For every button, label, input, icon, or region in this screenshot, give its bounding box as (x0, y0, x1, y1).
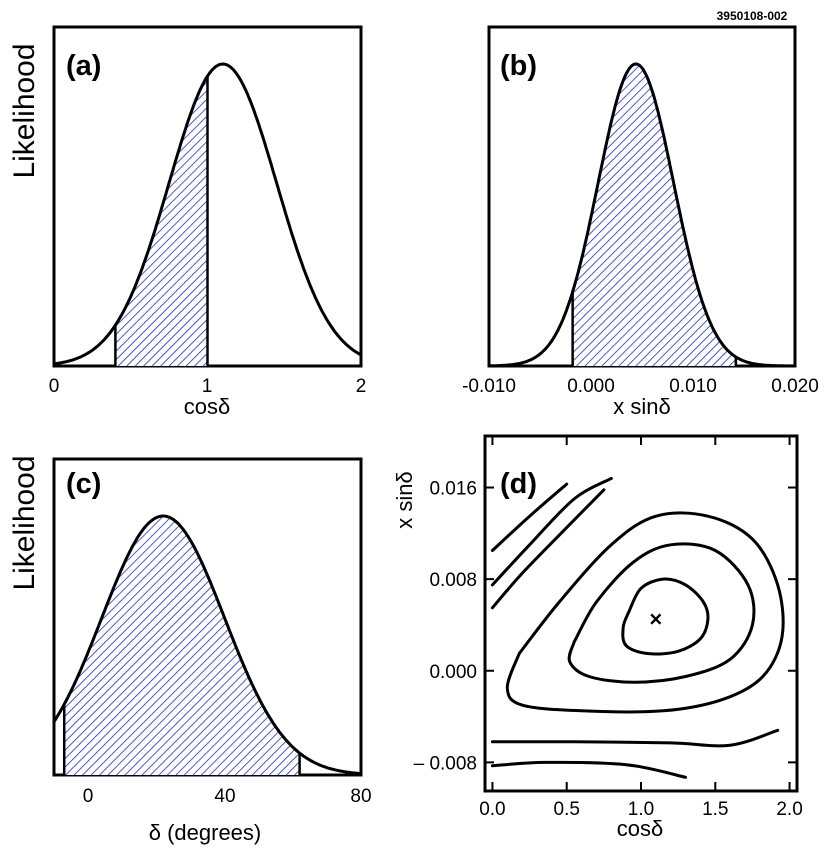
panel-a-xlabel: cosδ (184, 394, 230, 419)
panel-a-likelihood-curve (53, 62, 362, 366)
panel-d-ytick-0: 0.016 (429, 479, 477, 500)
panel-d: (d) x sinδ cosδ 0.0 0.5 1.0 1.5 2.0 0.016 0.00… (392, 434, 803, 841)
panel-a-xtick-0: 0 (49, 376, 60, 397)
panel-c-likelihood-curve (52, 514, 362, 776)
panel-a-shaded-interval (115, 76, 208, 366)
panel-c-label: (c) (66, 468, 101, 500)
panel-d-xlabel: cosδ (617, 816, 663, 841)
panel-b-shaded-interval (572, 64, 736, 366)
panel-c-ylabel: Likelihood (8, 455, 41, 590)
panel-d-ytick-2: 0.000 (429, 662, 477, 683)
panel-a-xtick-2: 2 (356, 376, 367, 397)
panel-a-xtick-1: 1 (202, 376, 213, 397)
panel-b-xtick-3: 0.020 (771, 376, 819, 397)
panel-d-label: (d) (500, 468, 537, 500)
panel-c-xtick-0: 0 (83, 786, 94, 807)
panel-b-xtick-0: -0.010 (462, 376, 516, 397)
panel-a-label: (a) (66, 50, 101, 82)
panel-d-ytick-3: – 0.008 (414, 753, 477, 774)
panel-b: (b) x sinδ -0.010 0.000 0.010 0.020 (462, 25, 819, 419)
panel-d-ylabel: x sinδ (392, 471, 417, 528)
panel-c-xtick-2: 80 (350, 786, 371, 807)
panel-a: (a) Likelihood cosδ 0 1 2 (8, 25, 367, 419)
panel-b-xtick-1: 0.000 (567, 376, 615, 397)
panel-a-ylabel: Likelihood (8, 43, 41, 178)
panel-d-contour-line-2 (505, 511, 785, 714)
panel-b-xtick-2: 0.010 (669, 376, 717, 397)
panel-d-xtick-4: 2.0 (776, 799, 802, 820)
panel-d-xtick-1: 0.5 (554, 799, 580, 820)
panel-d-xtick-3: 1.5 (702, 799, 728, 820)
panel-d-contour-line-0 (621, 577, 710, 656)
panel-c-xlabel: δ (degrees) (149, 820, 262, 845)
panel-d-best-fit-marker: × (649, 607, 662, 632)
panel-b-xlabel: x sinδ (613, 394, 670, 419)
panel-d-contours (490, 476, 785, 779)
panel-c-xtick-1: 40 (214, 786, 235, 807)
panel-d-xtick-2: 1.0 (628, 799, 654, 820)
panel-c: (c) Likelihood δ (degrees) 0 40 80 (8, 455, 372, 845)
panel-d-contour-line-6 (490, 728, 780, 748)
panel-b-likelihood-curve (489, 62, 795, 368)
panel-d-contour-line-4 (490, 476, 613, 587)
panel-d-ytick-1: 0.008 (429, 570, 477, 591)
panel-d-contour-line-1 (567, 542, 756, 684)
panel-c-shaded-interval (64, 516, 300, 775)
figure-id: 3950108-002 (717, 9, 788, 23)
panel-d-contour-line-5 (490, 482, 569, 552)
panel-d-xtick-0: 0.0 (479, 799, 505, 820)
panel-d-ticks: 0.0 0.5 1.0 1.5 2.0 0.016 0.008 0.000 – 0.008 (414, 436, 803, 820)
panel-d-contour-line-3 (490, 488, 606, 610)
panel-d-contour-line-7 (490, 760, 688, 779)
panel-b-label: (b) (500, 50, 537, 82)
